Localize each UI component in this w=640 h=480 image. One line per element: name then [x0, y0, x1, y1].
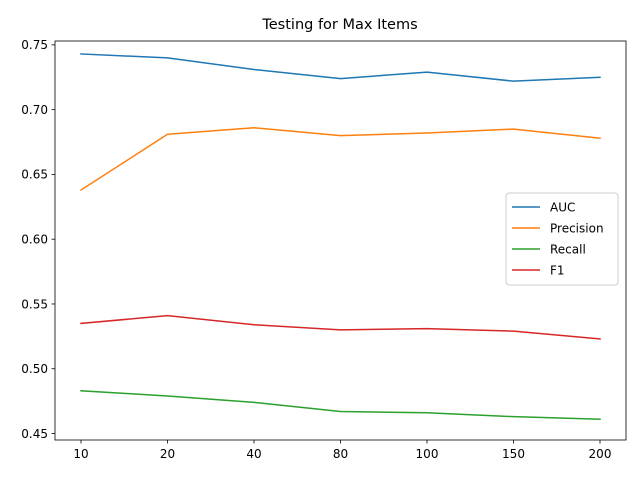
- y-tick-label: 0.65: [21, 168, 48, 182]
- y-tick-label: 0.45: [21, 427, 48, 441]
- x-tick-label: 10: [73, 447, 88, 461]
- x-tick-label: 150: [502, 447, 525, 461]
- series-line-f1: [80, 314, 601, 340]
- y-tick-label: 0.55: [21, 297, 48, 311]
- x-tick-label: 40: [246, 447, 261, 461]
- y-tick-label: 0.60: [21, 233, 48, 247]
- series-line-auc: [80, 53, 601, 82]
- y-tick-label: 0.75: [21, 38, 48, 52]
- x-tick-label: 80: [333, 447, 348, 461]
- legend-label-auc: AUC: [550, 200, 575, 214]
- x-tick-label: 200: [589, 447, 612, 461]
- legend-label-recall: Recall: [550, 242, 586, 256]
- legend: AUC Precision Recall F1: [505, 192, 619, 286]
- chart-title: Testing for Max Items: [261, 17, 417, 33]
- legend-label-f1: F1: [550, 263, 565, 277]
- plot-area: [79, 53, 601, 421]
- series-line-recall: [80, 389, 601, 421]
- x-tick-label: 20: [160, 447, 175, 461]
- axes: 10 20 40 80 100 150 200 0.45 0.50 0.55 0.60 0.65 0.7…: [21, 38, 627, 461]
- x-tick-label: 100: [416, 447, 439, 461]
- series-line-precision: [79, 127, 601, 192]
- y-tick-label: 0.50: [21, 362, 48, 376]
- legend-box: [505, 192, 619, 286]
- legend-label-precision: Precision: [550, 221, 604, 235]
- y-tick-label: 0.70: [21, 103, 48, 117]
